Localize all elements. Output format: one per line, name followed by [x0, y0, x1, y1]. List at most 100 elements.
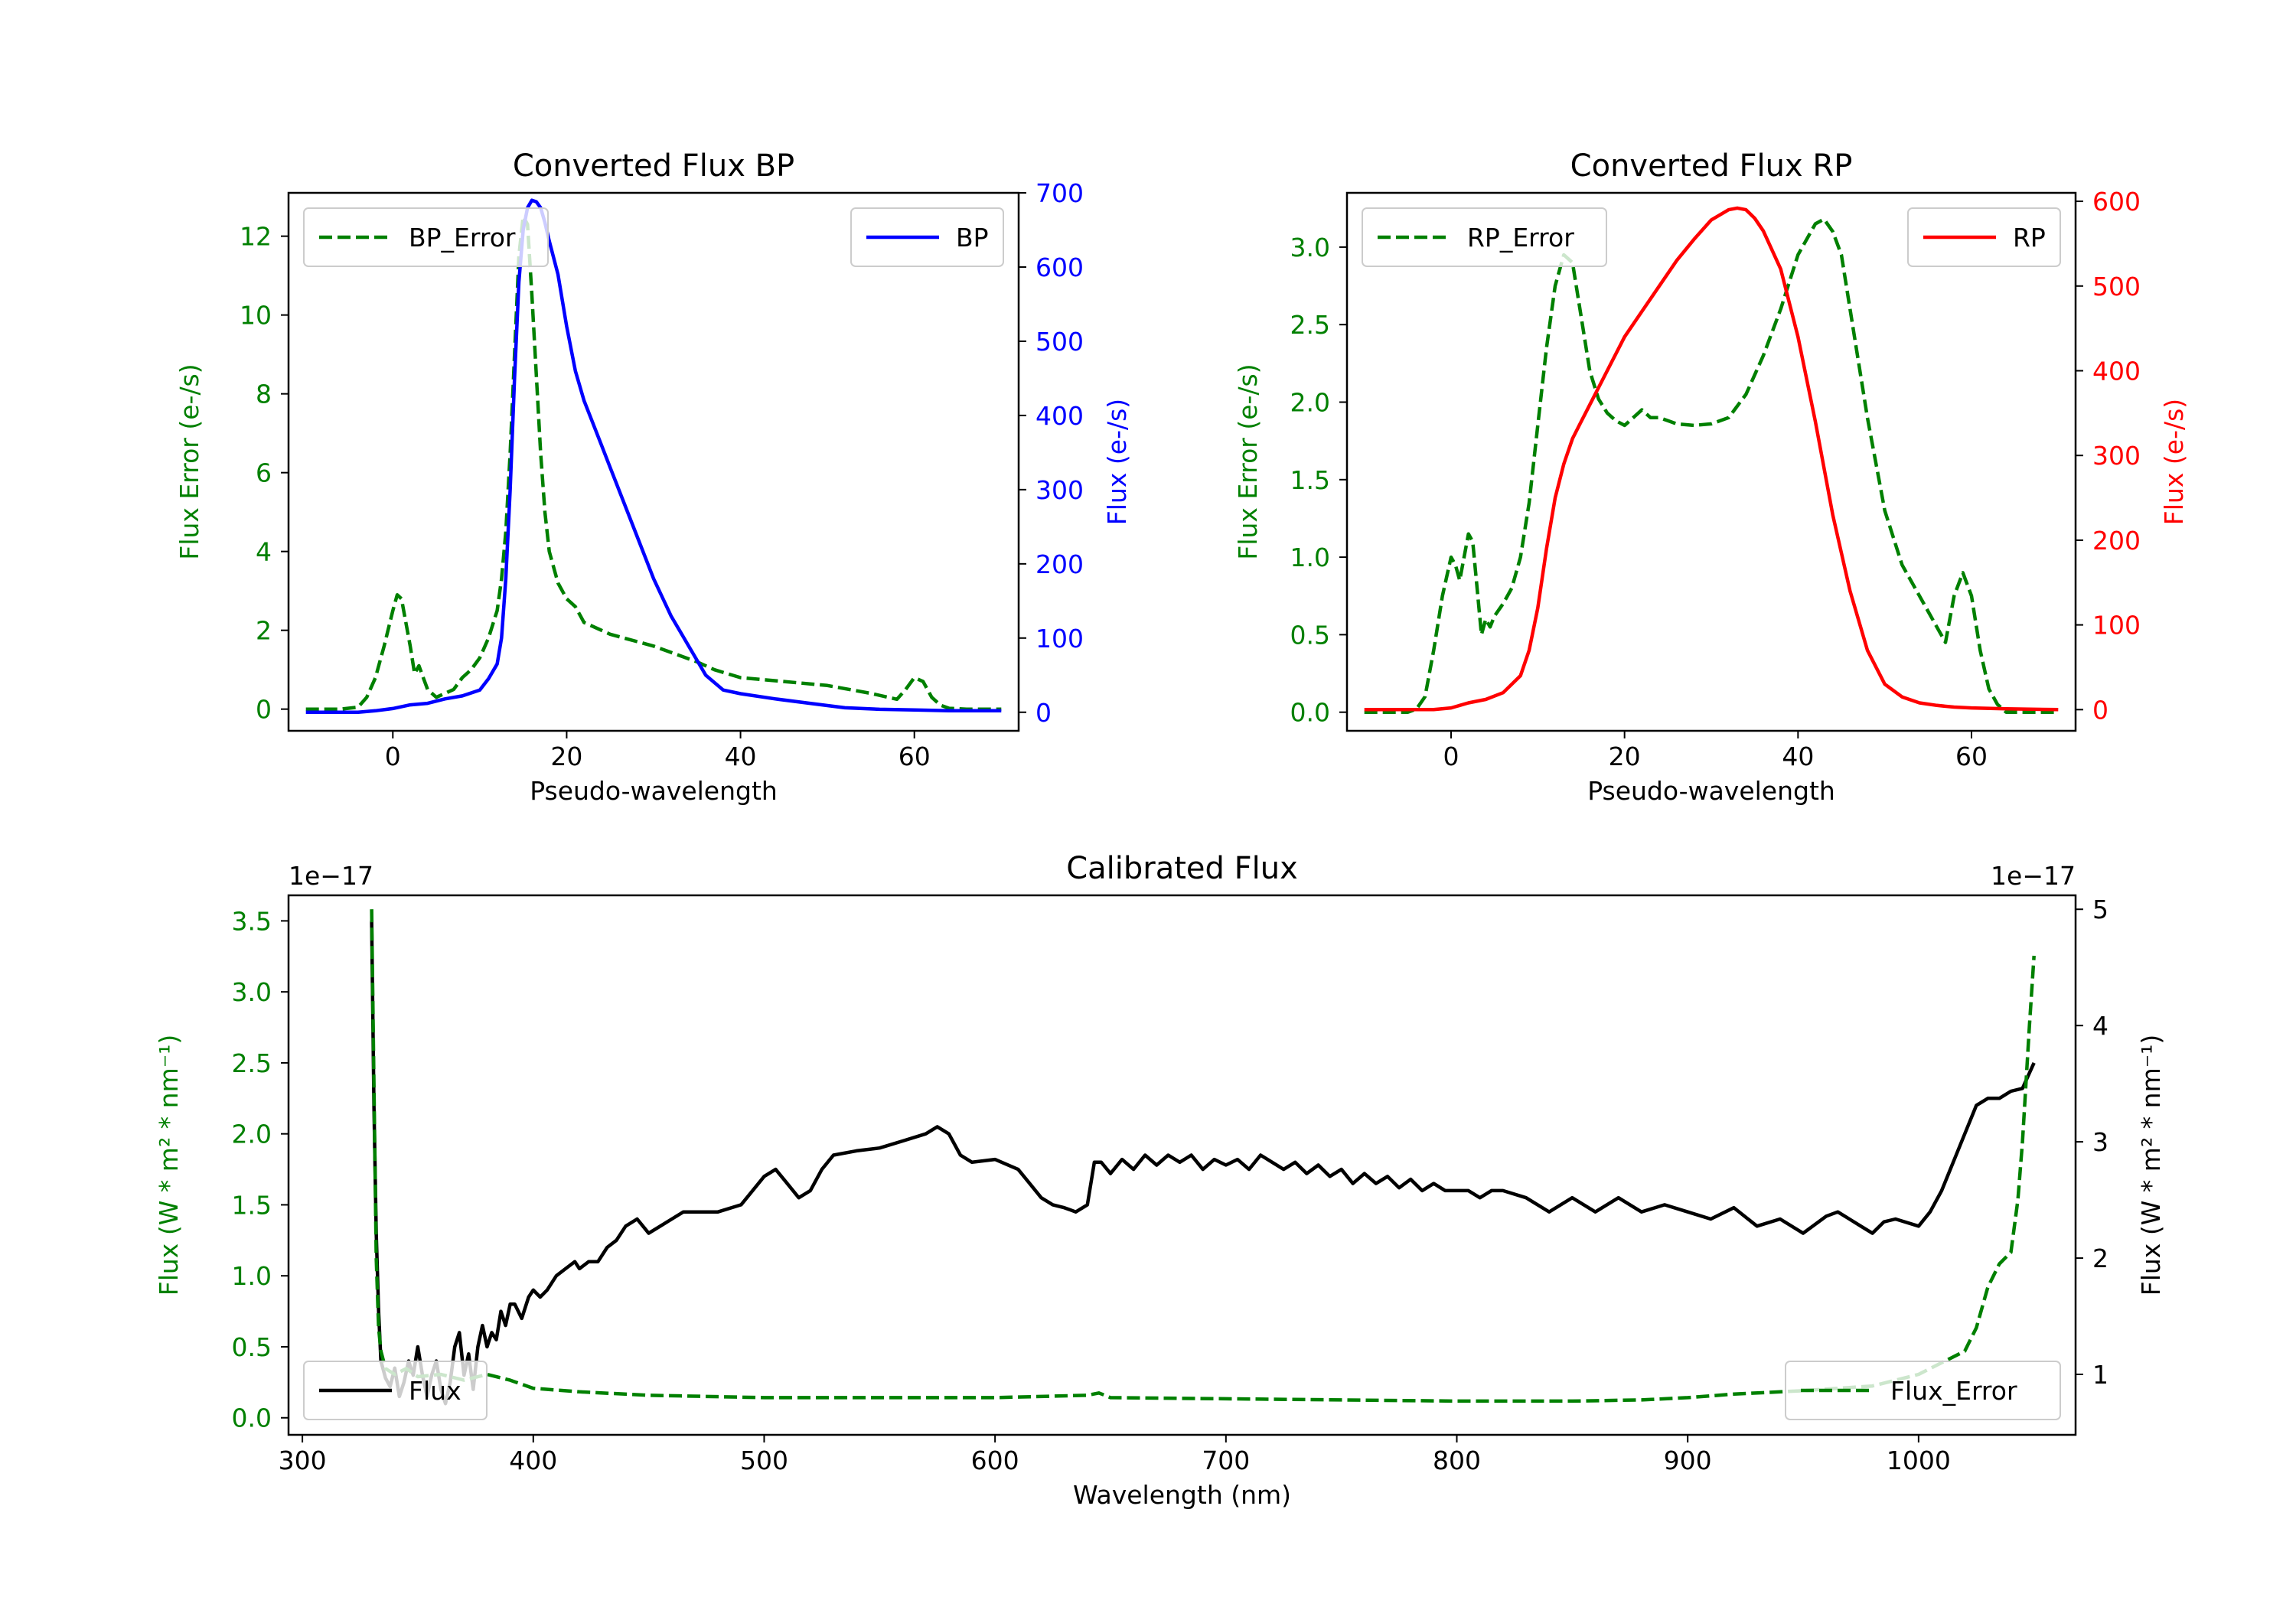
x-tick-label: 40 [725, 742, 757, 771]
y-left-tick-label: 2.5 [232, 1048, 272, 1078]
legend-box [1785, 1361, 2061, 1420]
chart-title: Converted Flux RP [1570, 148, 1853, 184]
legend-label: RP [2013, 223, 2046, 253]
x-axis-label: Wavelength (nm) [1073, 1480, 1291, 1510]
y-left-tick-label: 3.0 [232, 977, 272, 1007]
y-left-tick-label: 2 [256, 616, 272, 646]
y-right-tick-label: 500 [1035, 327, 1084, 357]
x-tick-label: 20 [1609, 742, 1641, 771]
series-flux-line [370, 921, 2036, 1406]
legend-bp: BP [850, 207, 1004, 267]
chart-title: Converted Flux BP [513, 148, 794, 184]
y-right-tick-label: 1 [2092, 1360, 2108, 1390]
y-left-tick-label: 0.5 [1290, 620, 1330, 650]
series-group [1364, 206, 2059, 714]
y-left-tick-label: 6 [256, 458, 272, 488]
y-right-tick-label: 3 [2092, 1127, 2108, 1157]
series-group [370, 909, 2036, 1406]
y-right-tick-label: 0 [1035, 698, 1052, 728]
x-tick-label: 60 [899, 742, 931, 771]
y-right-tick-label: 100 [2092, 611, 2141, 641]
y-left-tick-label: 2.0 [232, 1120, 272, 1149]
legend-label: BP_Error [409, 223, 516, 253]
x-tick-label: 600 [971, 1446, 1019, 1475]
y-right-tick-label: 5 [2092, 895, 2108, 924]
y-right-tick-label: 4 [2092, 1011, 2108, 1041]
axes-frame [1345, 191, 2077, 732]
legend-flux: Flux [303, 1361, 488, 1420]
legend-box [303, 207, 549, 267]
series-bp-line [305, 198, 1002, 715]
x-tick-label: 500 [740, 1446, 788, 1475]
y-right-tick-label: 700 [1035, 178, 1084, 208]
y-right-tick-label: 600 [2092, 187, 2141, 217]
y-right-axis-label: Flux (e-/s) [2159, 399, 2189, 525]
y-right-tick-label: 100 [1035, 624, 1084, 654]
y-left-tick-label: 2.5 [1290, 310, 1330, 340]
legend-rp-error: RP_Error [1362, 207, 1607, 267]
x-tick-label: 0 [1443, 742, 1459, 771]
x-tick-label: 800 [1433, 1446, 1481, 1475]
y-left-tick-label: 1.0 [1290, 543, 1330, 572]
y-right-tick-label: 400 [1035, 401, 1084, 431]
series-group [305, 198, 1002, 715]
y-right-axis-label: Flux (e-/s) [1102, 399, 1132, 525]
series-rp-line [1364, 206, 2059, 712]
x-tick-label: 60 [1955, 742, 1988, 771]
y-left-axis-label: Flux Error (e-/s) [174, 363, 204, 559]
x-tick-label: 40 [1782, 742, 1814, 771]
y-right-tick-label: 500 [2092, 272, 2141, 302]
x-tick-label: 1000 [1887, 1446, 1951, 1475]
y-right-tick-label: 300 [1035, 475, 1084, 505]
legend-flux-error: Flux_Error [1785, 1361, 2061, 1420]
y-left-tick-label: 0 [256, 695, 272, 725]
y-left-tick-label: 0.0 [232, 1403, 272, 1433]
y-left-tick-label: 0.5 [232, 1332, 272, 1362]
y-left-tick-label: 3.5 [232, 906, 272, 936]
x-tick-label: 700 [1202, 1446, 1250, 1475]
chart-title: Calibrated Flux [1066, 851, 1298, 886]
legend-bp-error: BP_Error [303, 207, 549, 267]
series-bp-error-line [305, 214, 1002, 711]
y-left-tick-label: 1.5 [1290, 465, 1330, 495]
legend-label: Flux_Error [1890, 1376, 2017, 1406]
legend-rp: RP [1907, 207, 2061, 267]
y-left-tick-label: 4 [256, 537, 272, 567]
chart-cal: 300 400 500 600 700 800 900 1000 0.0 0.5 1.0 1.5 2.0… [154, 851, 2166, 1510]
x-tick-label: 0 [385, 742, 401, 771]
y-right-tick-label: 200 [1035, 549, 1084, 579]
y-right-offset-label: 1e−17 [1991, 861, 2076, 891]
y-right-tick-label: 600 [1035, 253, 1084, 282]
legend-box [303, 1361, 488, 1420]
x-axis-label: Pseudo-wavelength [530, 776, 778, 806]
series-flux-error-line [370, 909, 2036, 1403]
y-left-tick-label: 1.5 [232, 1190, 272, 1220]
y-left-tick-label: 1.0 [232, 1261, 272, 1291]
x-tick-label: 400 [509, 1446, 557, 1475]
chart-rp: 0 20 40 60 0.0 0.5 1.0 1.5 2.0 2.5 3.0 0 100 200 300 40… [1233, 148, 2189, 806]
legend-label: Flux [409, 1376, 461, 1406]
y-left-tick-label: 0.0 [1290, 698, 1330, 728]
chart-bp: 0 20 40 600246810120100200300400500600700Co… [174, 148, 1132, 806]
y-left-tick-label: 2.0 [1290, 388, 1330, 418]
axes-frame [287, 894, 2077, 1436]
y-right-tick-label: 400 [2092, 356, 2141, 386]
x-tick-label: 900 [1664, 1446, 1712, 1475]
legend-label: BP [956, 223, 989, 253]
x-tick-label: 300 [279, 1446, 327, 1475]
legend-label: RP_Error [1467, 223, 1574, 253]
y-left-offset-label: 1e−17 [289, 861, 373, 891]
y-left-tick-label: 8 [256, 380, 272, 409]
y-left-tick-label: 10 [240, 301, 272, 331]
y-right-tick-label: 200 [2092, 526, 2141, 556]
y-left-tick-label: 12 [240, 222, 272, 252]
axes-frame [287, 191, 1020, 732]
y-right-axis-label: Flux (W * m² * nm⁻¹) [2136, 1035, 2166, 1296]
y-right-tick-label: 300 [2092, 441, 2141, 471]
legend-box [1362, 207, 1607, 267]
y-left-axis-label: Flux Error (e-/s) [1233, 363, 1263, 559]
y-left-axis-label: Flux (W * m² * nm⁻¹) [154, 1035, 184, 1296]
y-left-tick-label: 3.0 [1290, 233, 1330, 262]
y-right-tick-label: 2 [2092, 1244, 2108, 1273]
